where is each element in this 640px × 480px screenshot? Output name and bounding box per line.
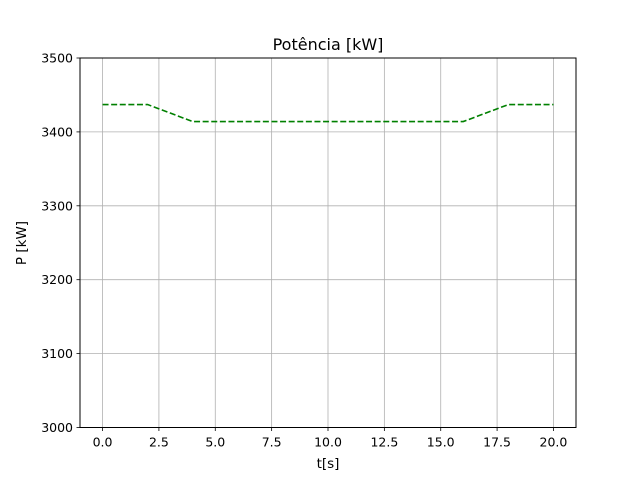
x-tick-label: 0.0 <box>93 435 113 450</box>
tick-marks: 0.0 2.5 5.0 7.5 10.0 12.5 15.0 17.5 20.0 3000 3100… <box>41 51 567 450</box>
y-tick-label: 3100 <box>41 346 73 361</box>
x-tick-label: 17.5 <box>483 435 511 450</box>
y-axis-label: P [kW] <box>14 221 30 265</box>
y-tick-label: 3300 <box>41 198 73 213</box>
x-tick-label: 10.0 <box>314 435 342 450</box>
y-tick-label: 3400 <box>41 124 73 139</box>
x-tick-label: 20.0 <box>540 435 568 450</box>
grid-lines <box>80 57 576 428</box>
x-tick-label: 7.5 <box>262 435 282 450</box>
x-tick-label: 15.0 <box>427 435 455 450</box>
chart-title: Potência [kW] <box>273 35 384 54</box>
power-series-line <box>102 103 554 123</box>
x-tick-label: 5.0 <box>205 435 225 450</box>
y-tick-label: 3200 <box>41 272 73 287</box>
x-tick-label: 2.5 <box>149 435 169 450</box>
y-tick-label: 3500 <box>41 51 73 66</box>
series-layer <box>102 103 554 123</box>
x-tick-label: 12.5 <box>370 435 398 450</box>
y-tick-label: 3000 <box>41 420 73 435</box>
x-axis-label: t[s] <box>317 456 340 472</box>
